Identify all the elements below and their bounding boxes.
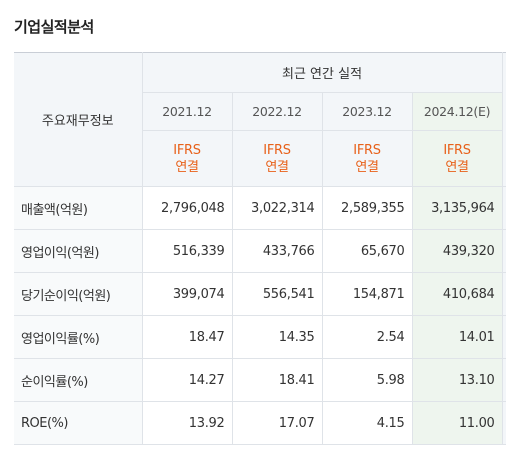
- table-row-revenue: 매출액(억원) 2,796,048 3,022,314 2,589,355 3,…: [14, 186, 506, 230]
- table-cell: 154,871: [321, 272, 413, 316]
- table-row-net-income: 당기순이익(억원) 399,074 556,541 154,871 410,68…: [14, 272, 506, 316]
- year-header-2021: 2021.12: [142, 92, 233, 131]
- next-column-stub: [501, 315, 506, 359]
- ifrs-link-2024[interactable]: IFRS 연결: [411, 130, 503, 187]
- row-label: ROE(%): [14, 401, 143, 445]
- row-label: 영업이익률(%): [14, 315, 143, 359]
- table-cell: 14.27: [141, 358, 233, 402]
- year-header-2024-estimate: 2024.12(E): [411, 92, 503, 131]
- table-cell: 2,589,355: [321, 186, 413, 230]
- table-cell: 5.98: [321, 358, 413, 402]
- table-cell: 399,074: [141, 272, 233, 316]
- next-column-stub: [501, 52, 506, 187]
- consolidated-label: 연결: [445, 159, 469, 175]
- table-cell: 18.41: [231, 358, 323, 402]
- consolidated-label: 연결: [175, 159, 199, 175]
- row-label: 순이익률(%): [14, 358, 143, 402]
- table-cell: 556,541: [231, 272, 323, 316]
- table-cell: 65,670: [321, 229, 413, 273]
- table-cell: 516,339: [141, 229, 233, 273]
- label-column-header: 주요재무정보: [14, 52, 143, 187]
- table-cell: 2,796,048: [141, 186, 233, 230]
- ifrs-label: IFRS: [173, 142, 201, 158]
- next-column-stub: [501, 186, 506, 230]
- annual-results-header: 최근 연간 실적: [141, 52, 503, 93]
- next-column-stub: [501, 401, 506, 445]
- ifrs-link-2023[interactable]: IFRS 연결: [321, 130, 413, 187]
- table-cell-estimate: 3,135,964: [411, 186, 503, 230]
- row-label: 당기순이익(억원): [14, 272, 143, 316]
- table-row-net-margin: 순이익률(%) 14.27 18.41 5.98 13.10: [14, 358, 506, 402]
- table-cell: 2.54: [321, 315, 413, 359]
- table-row-operating-profit: 영업이익(억원) 516,339 433,766 65,670 439,320: [14, 229, 506, 273]
- ifrs-link-2022[interactable]: IFRS 연결: [231, 130, 323, 187]
- table-cell-estimate: 14.01: [411, 315, 503, 359]
- table-cell-estimate: 410,684: [411, 272, 503, 316]
- table-cell: 433,766: [231, 229, 323, 273]
- table-cell: 17.07: [231, 401, 323, 445]
- table-cell: 14.35: [231, 315, 323, 359]
- next-column-stub: [501, 358, 506, 402]
- row-label: 영업이익(억원): [14, 229, 143, 273]
- next-column-stub: [501, 229, 506, 273]
- table-cell-estimate: 11.00: [411, 401, 503, 445]
- table-cell-estimate: 439,320: [411, 229, 503, 273]
- year-header-2023: 2023.12: [321, 92, 413, 131]
- table-cell: 4.15: [321, 401, 413, 445]
- consolidated-label: 연결: [265, 159, 289, 175]
- financial-summary-table: 주요재무정보 최근 연간 실적 2021.12 2022.12 2023.12 …: [14, 52, 506, 445]
- row-label: 매출액(억원): [14, 186, 143, 230]
- ifrs-label: IFRS: [263, 142, 291, 158]
- table-cell-estimate: 13.10: [411, 358, 503, 402]
- ifrs-label: IFRS: [443, 142, 471, 158]
- ifrs-link-2021[interactable]: IFRS 연결: [142, 130, 233, 187]
- table-row-roe: ROE(%) 13.92 17.07 4.15 11.00: [14, 401, 506, 445]
- next-column-stub: [501, 272, 506, 316]
- consolidated-label: 연결: [355, 159, 379, 175]
- year-header-2022: 2022.12: [231, 92, 323, 131]
- table-cell: 13.92: [141, 401, 233, 445]
- table-cell: 3,022,314: [231, 186, 323, 230]
- table-cell: 18.47: [141, 315, 233, 359]
- table-row-operating-margin: 영업이익률(%) 18.47 14.35 2.54 14.01: [14, 315, 506, 359]
- section-title: 기업실적분석: [14, 18, 94, 36]
- ifrs-label: IFRS: [353, 142, 381, 158]
